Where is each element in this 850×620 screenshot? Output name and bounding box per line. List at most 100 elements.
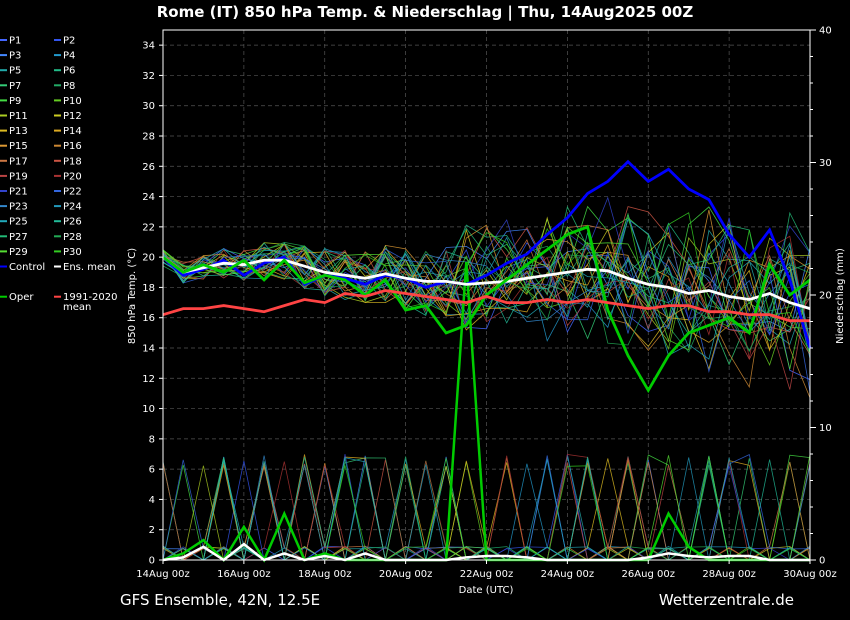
- legend-label-line: P10: [63, 96, 82, 107]
- main-series: [162, 159, 812, 394]
- y-tick-label: 20: [142, 253, 155, 264]
- legend-label-line: P21: [9, 187, 28, 198]
- legend-label: P22: [63, 187, 82, 198]
- x-tick-label: 22Aug 00z: [460, 569, 513, 580]
- legend: P1 P2 P3 P4 P5 P6 P7 P8 P9 P10 P11 P12 P13 P14 P15 P16 P…: [0, 36, 118, 313]
- legend-label: P19: [9, 171, 28, 182]
- legend-label-line: P13: [9, 126, 28, 137]
- y-tick-label: 6: [149, 465, 155, 476]
- x-tick-label: 16Aug 00z: [217, 569, 270, 580]
- legend-label: P18: [63, 156, 82, 167]
- legend-label-line: mean: [63, 302, 91, 313]
- x-tick-label: 14Aug 00z: [136, 569, 189, 580]
- ensemble-member-line: [162, 235, 811, 353]
- legend-label: P8: [63, 81, 75, 92]
- legend-label: P13: [9, 126, 28, 137]
- x-tick-label: 20Aug 00z: [379, 569, 432, 580]
- legend-label: P26: [63, 217, 82, 228]
- legend-label: P9: [9, 96, 21, 107]
- legend-label: P7: [9, 81, 21, 92]
- y-tick-label: 34: [142, 41, 155, 52]
- x-tick-label: 24Aug 00z: [541, 569, 594, 580]
- y-tick-label: 18: [142, 283, 155, 294]
- y2-tick-label: 30: [819, 158, 832, 169]
- legend-label-line: P11: [9, 111, 28, 122]
- legend-label: P15: [9, 141, 28, 152]
- y-tick-label: 32: [142, 71, 155, 82]
- x-tick-label: 18Aug 00z: [298, 569, 351, 580]
- y-axis-label: 850 hPa Temp. (°C): [127, 248, 138, 344]
- legend-label: P4: [63, 51, 75, 62]
- legend-label-line: P4: [63, 51, 75, 62]
- y2-axis-label: Niederschlag (mm): [835, 248, 846, 344]
- legend-label: P23: [9, 202, 28, 213]
- y-tick-label: 28: [142, 132, 155, 143]
- footer-model: GFS Ensemble, 42N, 12.5E: [120, 591, 320, 609]
- legend-label: P14: [63, 126, 82, 137]
- legend-label-line: P20: [63, 171, 82, 182]
- legend-label: P12: [63, 111, 82, 122]
- ensemble-member-line: [162, 206, 811, 334]
- ensemble-member-line: [162, 241, 811, 353]
- legend-label-line: P5: [9, 66, 21, 77]
- legend-label-line: Oper: [9, 292, 34, 303]
- y2-tick-label: 0: [819, 556, 825, 567]
- legend-label-line: Ens. mean: [63, 262, 116, 273]
- y-tick-label: 16: [142, 313, 155, 324]
- legend-label-line: P16: [63, 141, 82, 152]
- legend-label: P29: [9, 247, 28, 258]
- y-tick-label: 12: [142, 374, 155, 385]
- legend-label: P10: [63, 96, 82, 107]
- ensemble-member-line: [162, 209, 811, 319]
- legend-label: P30: [63, 247, 82, 258]
- y-tick-label: 22: [142, 222, 155, 233]
- legend-label-line: P29: [9, 247, 28, 258]
- legend-label-line: P19: [9, 171, 28, 182]
- y-tick-label: 14: [142, 344, 155, 355]
- x-axis-ticks: 14Aug 00z 16Aug 00z 18Aug 00z 20Aug 00z 22Au…: [136, 560, 837, 580]
- legend-label: P11: [9, 111, 28, 122]
- legend-label: 1991-2020 mean: [63, 292, 118, 313]
- y2-tick-label: 10: [819, 423, 832, 434]
- legend-label-line: P6: [63, 66, 75, 77]
- legend-label-line: Control: [9, 262, 45, 273]
- legend-label: P2: [63, 36, 75, 47]
- legend-label: P27: [9, 232, 28, 243]
- legend-label-line: P25: [9, 217, 28, 228]
- y-tick-label: 8: [149, 434, 155, 445]
- ensemble-member-line: [162, 228, 811, 343]
- legend-label-line: P22: [63, 187, 82, 198]
- y2-tick-label: 20: [819, 291, 832, 302]
- ensemble-member-line: [162, 226, 811, 370]
- ensemble-member-line: [162, 232, 811, 352]
- precip-line-ens-mean: [162, 542, 810, 562]
- legend-label-line: P26: [63, 217, 82, 228]
- legend-label-line: P24: [63, 202, 82, 213]
- legend-label: P17: [9, 156, 28, 167]
- x-tick-label: 30Aug 00z: [783, 569, 836, 580]
- x-axis-label: Date (UTC): [459, 585, 514, 596]
- y-tick-label: 0: [149, 556, 155, 567]
- y-tick-label: 10: [142, 404, 155, 415]
- legend-label: P5: [9, 66, 21, 77]
- legend-label: P3: [9, 51, 21, 62]
- legend-label: P20: [63, 171, 82, 182]
- legend-label: P1: [9, 36, 21, 47]
- legend-label-line: P23: [9, 202, 28, 213]
- legend-label-line: 1991-2020: [63, 292, 118, 303]
- y-tick-label: 2: [149, 525, 155, 536]
- legend-label-line: P7: [9, 81, 21, 92]
- y2-tick-label: 40: [819, 26, 832, 37]
- legend-label-line: P8: [63, 81, 75, 92]
- footer-source: Wetterzentrale.de: [659, 591, 794, 609]
- y-tick-label: 30: [142, 101, 155, 112]
- legend-label-line: P28: [63, 232, 82, 243]
- y2-axis-ticks: 0 10 20 30 40: [810, 26, 832, 567]
- legend-label: P21: [9, 187, 28, 198]
- chart-title: Rome (IT) 850 hPa Temp. & Niederschlag |…: [157, 3, 694, 22]
- legend-label-line: P18: [63, 156, 82, 167]
- legend-label: P6: [63, 66, 75, 77]
- ensemble-member-line: [162, 245, 811, 399]
- legend-label-line: P3: [9, 51, 21, 62]
